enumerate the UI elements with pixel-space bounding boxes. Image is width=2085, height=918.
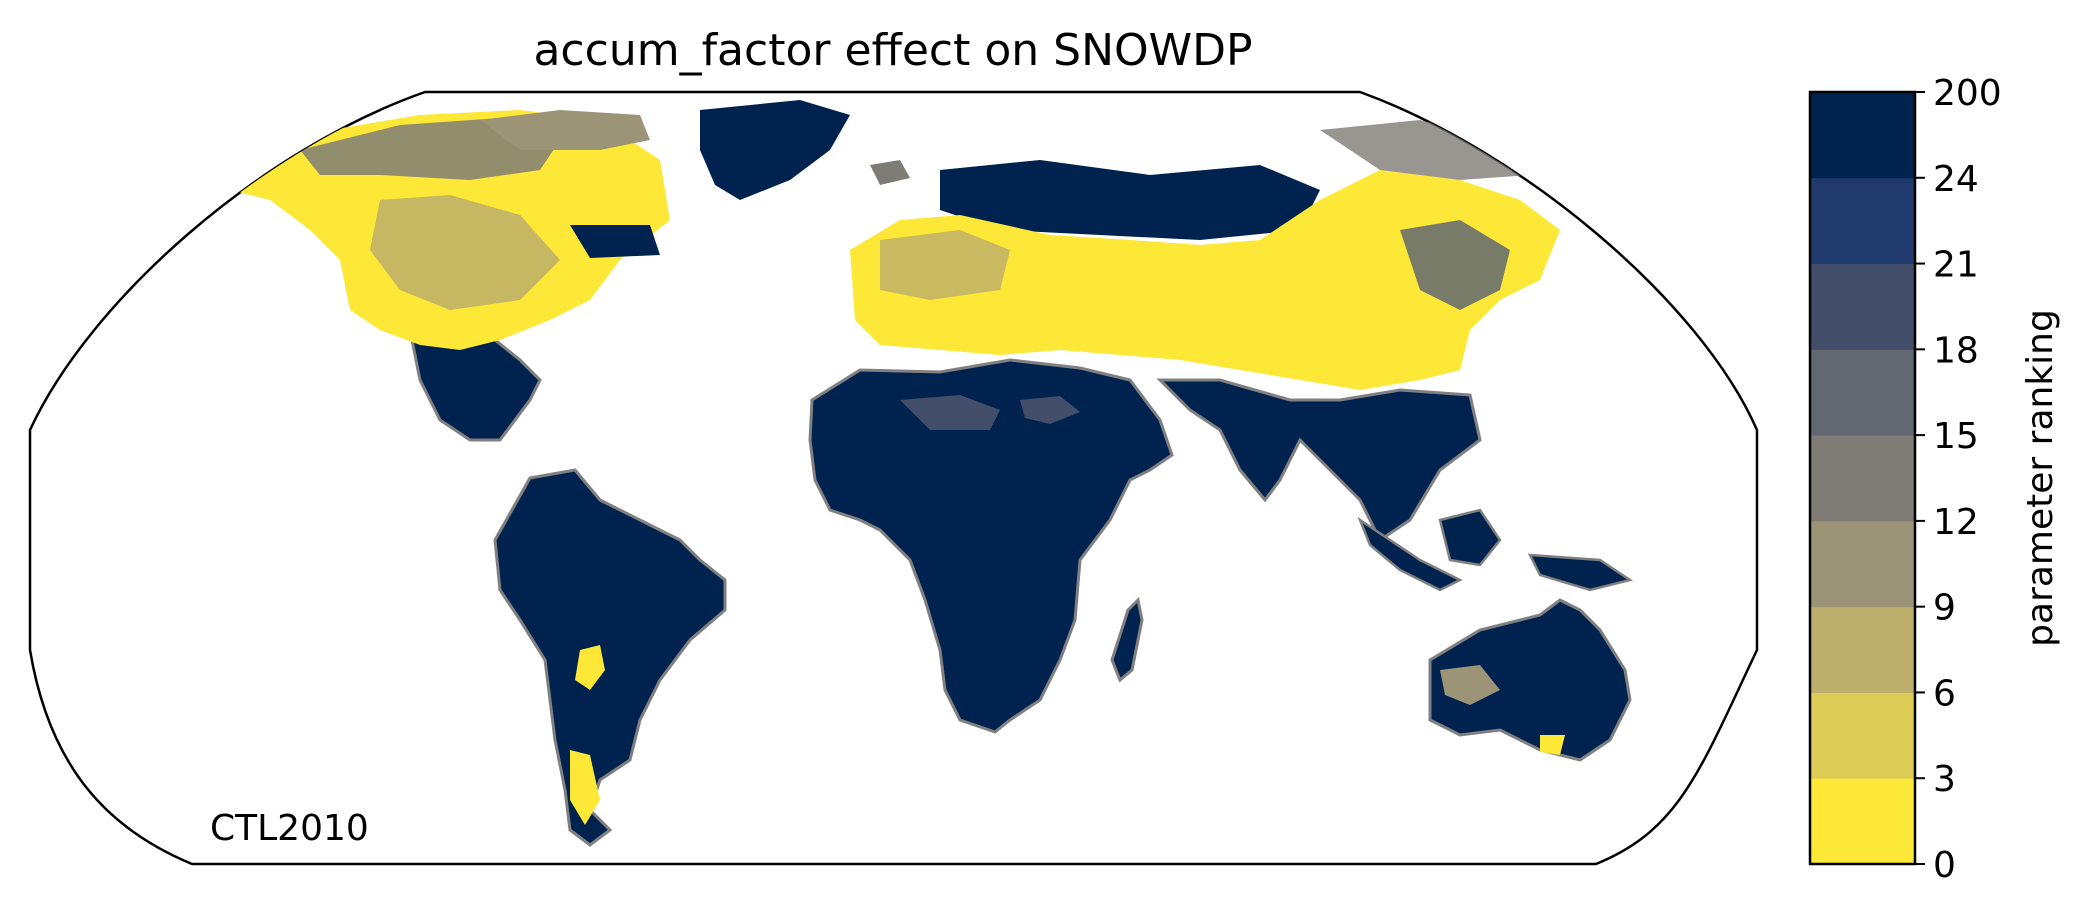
colorbar-tick-label: 12 xyxy=(1933,502,1979,543)
colorbar-segment xyxy=(1810,778,1915,865)
colorbar-tick-label: 9 xyxy=(1933,588,1956,629)
colorbar-tick-label: 6 xyxy=(1933,673,1956,714)
hudson-dark xyxy=(570,225,660,258)
map-title: accum_factor effect on SNOWDP xyxy=(533,25,1252,76)
map-panel: CTL2010 xyxy=(28,90,1759,866)
colorbar-segment xyxy=(1810,263,1915,350)
colorbar-segment xyxy=(1810,520,1915,608)
eurasia-mixed xyxy=(880,230,1010,300)
iceland-region xyxy=(870,160,910,185)
colorbar-blocks xyxy=(1810,92,1915,865)
sahara-gray xyxy=(900,395,1000,430)
eurasia-region xyxy=(850,170,1560,390)
colorbar-tick-label: 21 xyxy=(1933,245,1979,286)
indonesia-region xyxy=(1357,516,1463,592)
new-guinea-region xyxy=(1527,553,1634,592)
colorbar-label: parameter ranking xyxy=(2020,309,2061,647)
colorbar-tick-label: 3 xyxy=(1933,759,1956,800)
australia-gray xyxy=(1440,665,1500,705)
colorbar: 0 3 6 9 12 15 18 21 24 200 parameter ranking xyxy=(1808,73,2061,886)
colorbar-ticks: 0 3 6 9 12 15 18 21 24 200 xyxy=(1915,73,2002,886)
africa-region xyxy=(808,358,1174,734)
colorbar-tick-label: 15 xyxy=(1933,416,1979,457)
colorbar-tick-label: 200 xyxy=(1933,73,2002,114)
north-eurasia-dark xyxy=(940,160,1320,240)
colorbar-tick-label: 0 xyxy=(1933,845,1956,886)
arctic-islands xyxy=(480,110,650,150)
australia-yellow xyxy=(1540,735,1565,755)
greenland-region xyxy=(700,100,850,200)
patagonia-yellow xyxy=(570,750,600,825)
colorbar-segment xyxy=(1810,606,1915,693)
land-layer xyxy=(230,100,1634,847)
colorbar-segment xyxy=(1810,349,1915,436)
north-america-gray xyxy=(300,118,560,180)
colorbar-segment xyxy=(1810,435,1915,522)
colorbar-segment xyxy=(1810,177,1915,265)
map-annotation: CTL2010 xyxy=(210,808,369,849)
colorbar-frame xyxy=(1808,90,1917,866)
australia-region xyxy=(1428,598,1632,762)
sahara-gray-2 xyxy=(1020,396,1080,424)
colorbar-tick-label: 24 xyxy=(1933,159,1979,200)
colorbar-segment xyxy=(1810,92,1915,179)
borneo-region xyxy=(1438,508,1502,567)
madagascar-region xyxy=(1110,596,1144,683)
andes-yellow xyxy=(575,645,605,690)
north-america-mixed xyxy=(370,195,560,310)
south-america-region xyxy=(493,468,727,847)
east-asia-gray xyxy=(1400,220,1510,310)
colorbar-segment xyxy=(1810,692,1915,779)
colorbar-tick-label: 18 xyxy=(1933,330,1979,371)
